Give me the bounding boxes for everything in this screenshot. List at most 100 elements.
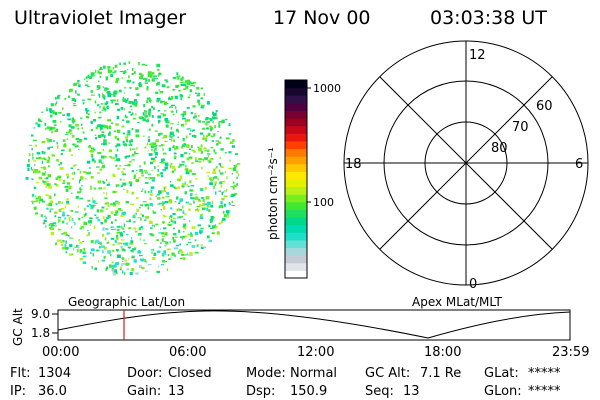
uv-pixel: [68, 95, 70, 98]
uv-pixel: [168, 96, 171, 100]
uv-pixel: [71, 172, 74, 175]
uv-pixel: [228, 133, 232, 135]
uv-pixel: [153, 149, 158, 151]
uv-pixel: [205, 121, 207, 124]
uv-pixel: [126, 133, 131, 136]
uv-pixel: [144, 82, 148, 84]
uv-pixel: [210, 129, 212, 132]
uv-pixel: [90, 248, 95, 252]
uv-pixel: [179, 81, 184, 83]
uv-pixel: [135, 179, 140, 183]
uv-pixel: [99, 106, 101, 109]
uv-pixel: [52, 222, 57, 225]
uv-pixel: [49, 208, 54, 210]
uv-pixel: [135, 212, 137, 215]
uv-pixel: [161, 264, 164, 266]
uv-pixel: [96, 216, 99, 219]
uv-pixel: [121, 212, 125, 216]
uv-pixel: [175, 145, 179, 150]
uv-pixel: [49, 146, 53, 148]
uv-pixel: [79, 180, 81, 184]
uv-pixel: [70, 215, 72, 219]
uv-pixel: [184, 181, 186, 185]
uv-pixel: [210, 180, 214, 182]
uv-pixel: [206, 121, 210, 124]
uv-pixel: [61, 201, 63, 204]
uv-pixel: [90, 185, 92, 189]
uv-pixel: [147, 206, 149, 210]
uv-pixel: [146, 203, 149, 207]
uv-pixel: [104, 237, 107, 241]
uv-pixel: [65, 133, 69, 135]
uv-pixel: [107, 119, 112, 122]
uv-pixel: [33, 160, 37, 162]
uv-pixel: [75, 90, 77, 94]
uv-pixel: [111, 221, 113, 224]
uv-pixel: [162, 85, 164, 87]
uv-pixel: [170, 256, 172, 259]
uv-pixel: [186, 82, 191, 85]
uv-pixel: [196, 244, 199, 247]
uv-pixel: [160, 172, 163, 175]
uv-pixel: [66, 113, 71, 117]
uv-pixel: [102, 124, 106, 128]
uv-pixel: [195, 193, 197, 196]
mode-label: Mode:: [246, 366, 286, 381]
uv-pixel: [147, 191, 150, 193]
colorbar-segment: [285, 255, 307, 264]
uv-pixel: [183, 257, 186, 261]
uv-pixel: [76, 249, 79, 253]
uv-pixel: [209, 219, 213, 223]
uv-pixel: [208, 155, 210, 158]
uv-pixel: [77, 80, 80, 82]
uv-pixel: [236, 170, 238, 174]
colorbar-segment: [285, 217, 307, 226]
uv-pixel: [74, 164, 77, 166]
uv-pixel: [125, 99, 128, 103]
uv-pixel: [150, 186, 155, 189]
uv-pixel: [99, 242, 103, 245]
uv-pixel: [169, 215, 171, 218]
uv-pixel: [91, 154, 94, 158]
uv-pixel: [181, 182, 186, 186]
uv-pixel: [164, 110, 166, 112]
uv-pixel: [166, 192, 170, 195]
uv-pixel: [43, 166, 47, 170]
uv-pixel: [71, 226, 73, 229]
uv-pixel: [87, 199, 91, 202]
uv-pixel: [194, 231, 198, 236]
uv-pixel: [156, 99, 159, 103]
uv-pixel: [42, 180, 45, 182]
uv-pixel: [143, 243, 148, 245]
uv-pixel: [92, 204, 95, 208]
uv-pixel: [152, 160, 156, 163]
uv-pixel: [74, 222, 76, 226]
uv-pixel: [53, 140, 55, 142]
uv-pixel: [212, 112, 217, 116]
lat-label-70: 70: [512, 120, 529, 135]
uv-pixel: [141, 63, 146, 66]
uv-pixel: [75, 124, 79, 127]
uv-pixel: [160, 228, 161, 230]
uv-pixel: [34, 195, 37, 197]
uv-pixel: [194, 239, 197, 242]
uv-pixel: [198, 148, 202, 152]
uv-pixel: [106, 266, 108, 270]
mlt-label-12: 12: [469, 48, 486, 63]
uv-pixel: [170, 127, 173, 130]
uv-pixel: [131, 109, 133, 111]
uv-pixel: [179, 199, 181, 203]
uv-pixel: [234, 192, 238, 195]
uv-pixel: [61, 220, 65, 224]
uv-pixel: [86, 234, 90, 237]
uv-pixel: [211, 158, 214, 160]
uv-pixel: [66, 176, 69, 179]
uv-pixel: [201, 246, 204, 249]
uv-pixel: [228, 123, 231, 127]
uv-pixel: [47, 156, 49, 158]
uv-pixel: [185, 164, 187, 168]
uv-pixel: [78, 239, 80, 242]
uv-pixel: [48, 159, 50, 162]
uv-pixel: [158, 232, 162, 234]
uv-pixel: [105, 202, 109, 205]
